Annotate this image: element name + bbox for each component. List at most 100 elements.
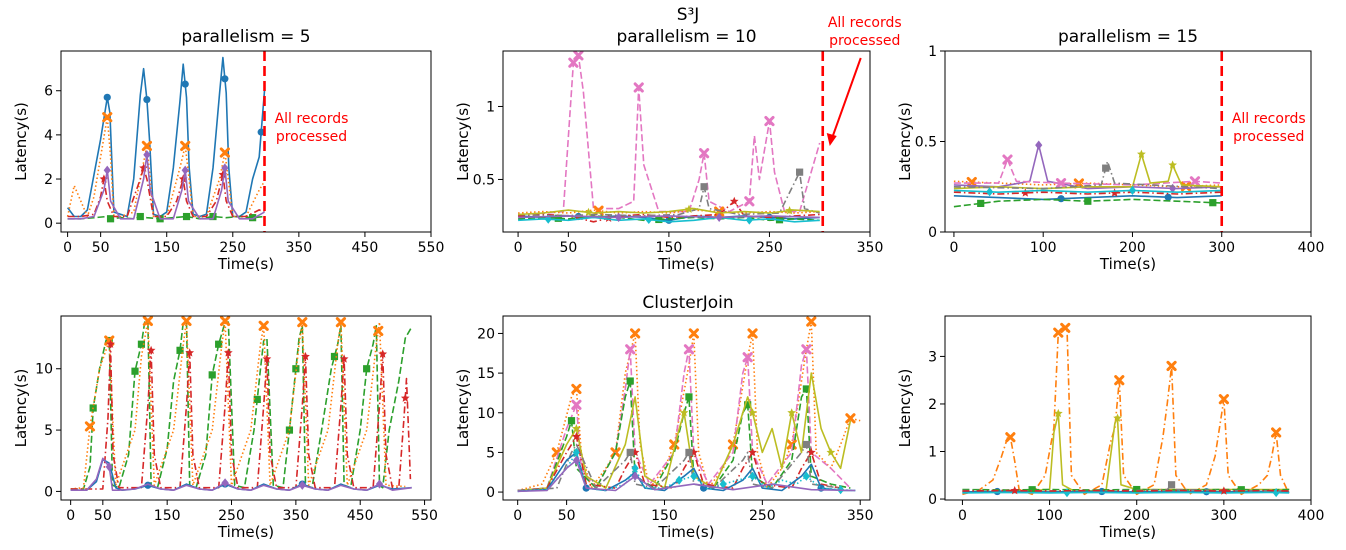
data-point xyxy=(1133,485,1141,494)
series-line xyxy=(518,207,820,216)
data-point xyxy=(631,471,639,481)
data-point xyxy=(1166,360,1177,372)
x-tick-label: 200 xyxy=(1119,240,1146,256)
annotation-arrow xyxy=(830,57,862,140)
data-point xyxy=(802,440,810,449)
annotation-text: processed xyxy=(1233,129,1304,145)
data-point xyxy=(572,432,581,441)
chart-title: parallelism = 10 xyxy=(616,27,756,47)
series-line xyxy=(962,412,1290,493)
x-tick-label: 450 xyxy=(347,508,374,524)
data-point xyxy=(679,408,689,417)
x-tick-label: 300 xyxy=(1208,240,1235,256)
data-point xyxy=(141,140,152,152)
data-point xyxy=(747,328,758,339)
annotation-text: All records xyxy=(1232,111,1306,127)
data-point xyxy=(142,316,153,327)
data-point xyxy=(219,316,231,327)
data-point xyxy=(626,448,634,457)
data-point xyxy=(806,447,816,457)
x-tick-label: 50 xyxy=(94,508,112,524)
data-point xyxy=(221,163,229,173)
data-point xyxy=(257,128,265,136)
data-point xyxy=(572,424,581,433)
data-point xyxy=(684,204,694,213)
data-point xyxy=(631,463,639,473)
data-point xyxy=(181,165,189,175)
data-point xyxy=(1028,486,1036,494)
data-point xyxy=(253,395,261,404)
panel-bottom-middle: 0 50 150 250 350 0 5 10 15 20 Time(s) Latency(s) xyxy=(454,315,874,541)
data-point xyxy=(826,447,836,457)
x-tick-label: 250 xyxy=(219,240,246,256)
series-line xyxy=(518,209,820,214)
data-point xyxy=(249,214,257,222)
series-group xyxy=(70,316,413,491)
x-tick-label: 250 xyxy=(756,240,783,256)
x-tick-label: 0 xyxy=(514,240,523,256)
panel-top-left: parallelism = 5 All records processed 0 50 15… xyxy=(12,27,444,273)
data-point xyxy=(301,351,310,361)
chart-title: parallelism = 15 xyxy=(1058,27,1198,47)
data-point xyxy=(675,475,683,485)
data-point xyxy=(748,447,757,457)
data-point xyxy=(655,215,663,224)
panel-top-middle: parallelism = 10 All records processed 0 50 1… xyxy=(454,15,902,273)
data-point xyxy=(554,214,562,222)
data-point xyxy=(630,328,641,339)
annotation-text: processed xyxy=(276,129,347,145)
row-title-bottom: ClusterJoin xyxy=(642,293,733,313)
series-line xyxy=(70,343,412,490)
data-point xyxy=(330,352,339,361)
y-tick-label: 2 xyxy=(44,172,53,188)
data-point xyxy=(102,112,113,123)
data-point xyxy=(1113,413,1122,422)
data-point xyxy=(137,340,146,348)
data-point xyxy=(698,148,710,159)
x-tick-label: 250 xyxy=(218,508,245,524)
y-axis-label: Latency(s) xyxy=(896,369,914,448)
data-point xyxy=(568,57,579,68)
y-tick-label: 5 xyxy=(44,423,53,439)
series-line xyxy=(66,56,266,218)
y-tick-label: 6 xyxy=(44,84,53,100)
data-point xyxy=(745,215,753,225)
data-point xyxy=(801,344,812,355)
data-point xyxy=(700,183,708,191)
data-point xyxy=(1060,322,1071,333)
x-axis-label: Time(s) xyxy=(217,255,274,273)
series-line xyxy=(953,160,1222,190)
x-tick-label: 350 xyxy=(857,240,884,256)
series-line xyxy=(953,144,1222,190)
y-tick-label: 5 xyxy=(486,445,495,461)
x-tick-label: 400 xyxy=(1298,508,1325,524)
data-point xyxy=(744,196,755,207)
data-point xyxy=(796,168,804,176)
series-line xyxy=(67,215,265,220)
data-point xyxy=(729,196,739,206)
data-point xyxy=(106,215,115,223)
x-axis-label: Time(s) xyxy=(657,523,714,541)
data-point xyxy=(1164,193,1172,201)
data-point xyxy=(1010,486,1020,495)
series-line xyxy=(518,215,820,219)
x-axis-label: Time(s) xyxy=(657,255,714,273)
y-tick-label: 4 xyxy=(44,128,53,144)
series-line xyxy=(962,491,1290,494)
data-point xyxy=(1063,488,1071,498)
data-point xyxy=(625,344,636,355)
series-line xyxy=(518,216,820,223)
annotation-arrowhead xyxy=(826,133,837,146)
data-point xyxy=(182,212,191,221)
data-point xyxy=(1114,375,1125,386)
plot-frame xyxy=(502,315,871,501)
data-point xyxy=(103,93,111,101)
series-group xyxy=(962,322,1290,498)
annotation-text: processed xyxy=(829,33,900,49)
data-point xyxy=(1005,432,1016,443)
data-point xyxy=(298,480,306,490)
data-point xyxy=(208,371,216,379)
data-point xyxy=(400,393,410,402)
